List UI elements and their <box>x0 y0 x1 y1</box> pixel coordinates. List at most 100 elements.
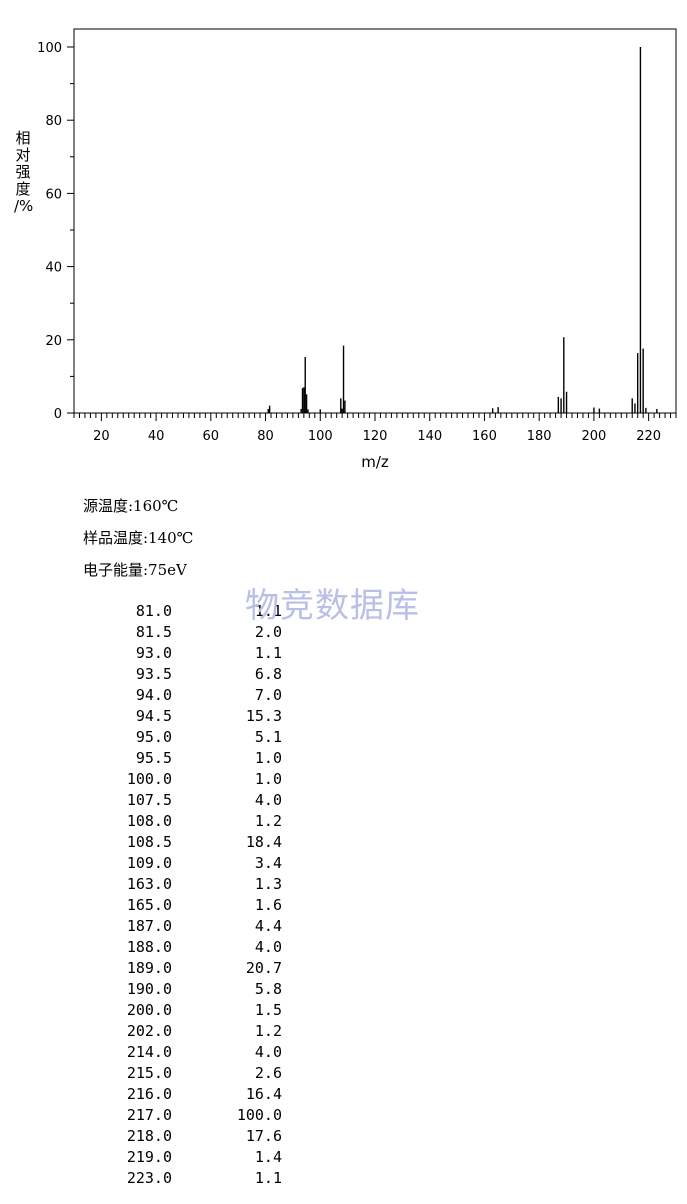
x-tick-label: 140 <box>417 429 442 444</box>
y-tick-label: 20 <box>45 334 62 349</box>
x-axis-title: m/z <box>361 453 389 471</box>
x-tick-label: 100 <box>308 429 333 444</box>
abundance-value: 1.6 <box>254 896 282 914</box>
abundance-value: 6.8 <box>254 665 282 683</box>
mz-value: 109.0 <box>126 854 172 872</box>
mz-value: 218.0 <box>126 1127 172 1145</box>
table-row: 109.0 3.4 <box>0 854 687 875</box>
abundance-value: 1.2 <box>254 1022 282 1040</box>
abundance-value: 5.8 <box>254 980 282 998</box>
table-row: 93.5 6.8 <box>0 665 687 686</box>
y-axis-title: 相对强度/% <box>14 129 33 215</box>
table-row: 214.0 4.0 <box>0 1043 687 1064</box>
x-tick-label: 160 <box>472 429 497 444</box>
table-row: 107.5 4.0 <box>0 791 687 812</box>
abundance-value: 4.0 <box>254 1043 282 1061</box>
mz-value: 223.0 <box>126 1169 172 1187</box>
mz-value: 217.0 <box>126 1106 172 1124</box>
sample-temperature: 样品温度:140℃ <box>83 529 194 547</box>
table-row: 108.0 1.2 <box>0 812 687 833</box>
abundance-value: 4.0 <box>254 938 282 956</box>
abundance-value: 1.5 <box>254 1001 282 1019</box>
abundance-value: 1.0 <box>254 770 282 788</box>
abundance-value: 15.3 <box>245 707 282 725</box>
mz-value: 215.0 <box>126 1064 172 1082</box>
abundance-value: 4.4 <box>254 917 282 935</box>
abundance-value: 7.0 <box>254 686 282 704</box>
mz-value: 216.0 <box>126 1085 172 1103</box>
table-row: 215.0 2.6 <box>0 1064 687 1085</box>
abundance-value: 1.1 <box>254 1169 282 1187</box>
table-row: 218.0 17.6 <box>0 1127 687 1148</box>
mz-value: 187.0 <box>126 917 172 935</box>
table-row: 165.0 1.6 <box>0 896 687 917</box>
table-row: 81.5 2.0 <box>0 623 687 644</box>
table-row: 216.0 16.4 <box>0 1085 687 1106</box>
abundance-value: 17.6 <box>245 1127 282 1145</box>
mz-value: 100.0 <box>126 770 172 788</box>
x-tick-label: 120 <box>363 429 388 444</box>
table-row: 217.0 100.0 <box>0 1106 687 1127</box>
table-row: 94.5 15.3 <box>0 707 687 728</box>
abundance-value: 4.0 <box>254 791 282 809</box>
mz-value: 188.0 <box>126 938 172 956</box>
mz-value: 202.0 <box>126 1022 172 1040</box>
table-row: 94.0 7.0 <box>0 686 687 707</box>
source-temperature: 源温度:160℃ <box>83 497 179 515</box>
table-row: 187.0 4.4 <box>0 917 687 938</box>
table-row: 163.0 1.3 <box>0 875 687 896</box>
y-axis-title-char: 对 <box>15 146 31 164</box>
mz-value: 163.0 <box>126 875 172 893</box>
abundance-value: 1.1 <box>254 602 282 620</box>
mz-value: 189.0 <box>126 959 172 977</box>
mz-value: 107.5 <box>126 791 172 809</box>
y-tick-label: 0 <box>54 407 62 422</box>
mz-value: 95.0 <box>135 728 172 746</box>
y-axis-title-char: 度 <box>15 180 31 198</box>
mz-value: 165.0 <box>126 896 172 914</box>
table-row: 95.0 5.1 <box>0 728 687 749</box>
watermark: 物竞数据库 <box>245 586 420 626</box>
table-row: 93.0 1.1 <box>0 644 687 665</box>
mz-value: 81.5 <box>135 623 172 641</box>
table-row: 202.0 1.2 <box>0 1022 687 1043</box>
y-axis-title-char: 相 <box>15 129 31 147</box>
abundance-value: 1.3 <box>254 875 282 893</box>
abundance-value: 18.4 <box>245 833 282 851</box>
x-tick-label: 180 <box>527 429 552 444</box>
abundance-value: 5.1 <box>254 728 282 746</box>
mz-value: 190.0 <box>126 980 172 998</box>
mz-value: 219.0 <box>126 1148 172 1166</box>
table-row: 223.0 1.1 <box>0 1169 687 1190</box>
x-tick-label: 200 <box>581 429 606 444</box>
mz-value: 108.0 <box>126 812 172 830</box>
abundance-value: 1.1 <box>254 644 282 662</box>
spectrum-peaks <box>267 47 658 413</box>
x-tick-label: 20 <box>93 429 110 444</box>
x-axis: 20 40 60 80 100 120 140 160 180 200 220 <box>73 413 677 444</box>
table-row: 95.5 1.0 <box>0 749 687 770</box>
mz-value: 93.0 <box>135 644 172 662</box>
abundance-value: 1.0 <box>254 749 282 767</box>
y-tick-label: 80 <box>45 114 62 129</box>
table-row: 189.0 20.7 <box>0 959 687 980</box>
abundance-value: 2.6 <box>254 1064 282 1082</box>
y-axis: 0 20 40 60 80 100 <box>37 41 74 422</box>
mz-value: 93.5 <box>135 665 172 683</box>
y-tick-label: 40 <box>45 261 62 276</box>
x-tick-label: 220 <box>636 429 661 444</box>
mz-value: 95.5 <box>135 749 172 767</box>
abundance-value: 1.2 <box>254 812 282 830</box>
y-tick-label: 100 <box>37 41 62 56</box>
abundance-value: 2.0 <box>254 623 282 641</box>
mz-value: 214.0 <box>126 1043 172 1061</box>
table-row: 190.0 5.8 <box>0 980 687 1001</box>
mz-value: 108.5 <box>126 833 172 851</box>
abundance-value: 100.0 <box>236 1106 282 1124</box>
mz-value: 94.5 <box>135 707 172 725</box>
electron-energy: 电子能量:75eV <box>83 561 187 579</box>
mz-value: 200.0 <box>126 1001 172 1019</box>
y-tick-label: 60 <box>45 187 62 202</box>
table-row: 200.0 1.5 <box>0 1001 687 1022</box>
